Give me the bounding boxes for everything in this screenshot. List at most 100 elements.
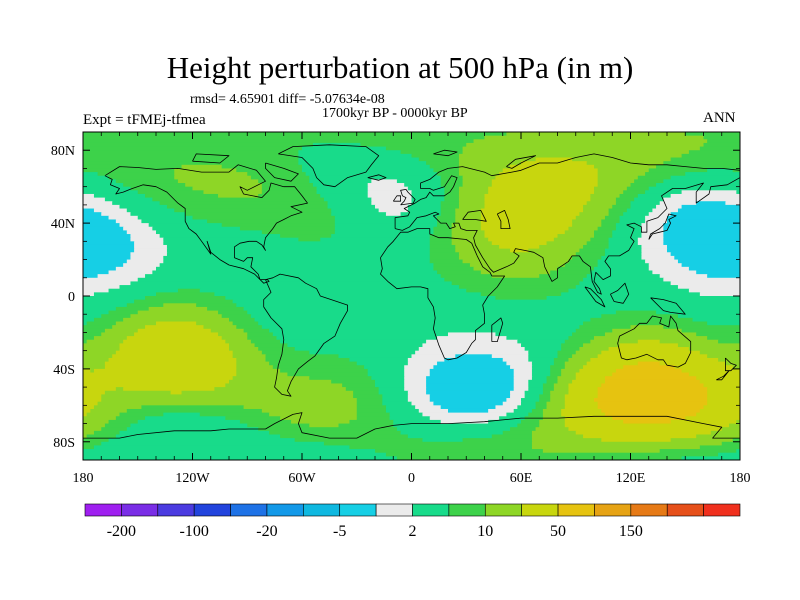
coast-japan: [648, 213, 677, 240]
field-cell: [510, 394, 526, 399]
field-cell: [349, 357, 409, 363]
field-cell: [531, 434, 584, 439]
field-cell: [510, 248, 529, 253]
field-cell: [309, 350, 416, 355]
field-cell: [83, 376, 234, 381]
field-cell: [630, 325, 664, 330]
field-cell: [269, 328, 577, 334]
field-cell: [648, 212, 672, 217]
field-cell: [250, 314, 602, 319]
field-cell: [426, 383, 515, 388]
field-cell: [437, 223, 453, 228]
field-cell: [623, 212, 650, 217]
field-cell: [163, 259, 431, 264]
field-cell: [163, 237, 299, 242]
field-cell: [528, 357, 555, 363]
field-cell: [546, 241, 588, 246]
field-cell: [123, 263, 161, 268]
field-cell: [83, 252, 132, 257]
field-cell: [382, 401, 413, 406]
field-cell: [458, 161, 522, 166]
field-cell: [93, 208, 128, 213]
field-cell: [528, 379, 548, 385]
field-cell: [156, 292, 215, 297]
field-cell: [86, 434, 117, 439]
field-cell: [440, 183, 464, 188]
field-cell: [123, 387, 215, 392]
field-cell: [550, 270, 591, 275]
field-cell: [663, 241, 740, 246]
field-cell: [524, 347, 562, 352]
field-cell: [385, 405, 416, 410]
field-cell: [83, 288, 110, 293]
field-cell: [688, 347, 740, 352]
coast-black-caspian: [462, 209, 487, 222]
field-cell: [575, 372, 613, 377]
field-cell: [568, 336, 595, 341]
field-cell: [451, 281, 580, 286]
field-cell: [455, 215, 482, 221]
field-cell: [137, 190, 205, 195]
field-cell: [236, 357, 267, 363]
field-cell: [535, 401, 548, 406]
field-cell: [137, 328, 212, 334]
field-cell: [688, 288, 740, 293]
field-cell: [86, 321, 117, 326]
field-cell: [499, 244, 540, 250]
field-cell: [83, 285, 121, 290]
field-cell: [495, 175, 599, 180]
field-cell: [327, 204, 376, 210]
field-cell: [148, 223, 223, 228]
field-cell: [345, 387, 380, 392]
field-cell: [444, 193, 460, 199]
field-cell: [83, 408, 91, 414]
y-tick-label: 80N: [51, 144, 75, 159]
field-cell: [331, 212, 387, 217]
field-cell: [236, 168, 303, 173]
field-cell: [539, 274, 588, 279]
field-cell: [553, 387, 570, 392]
field-cell: [542, 408, 562, 414]
field-cell: [528, 412, 544, 417]
field-cell: [718, 357, 740, 363]
field-cell: [677, 285, 740, 290]
field-cell: [542, 412, 562, 417]
field-cell: [254, 343, 288, 348]
field-cell: [458, 172, 500, 177]
field-cell: [83, 405, 95, 410]
field-cell: [597, 183, 632, 188]
field-cell: [594, 186, 628, 191]
field-cell: [83, 201, 113, 206]
field-cell: [104, 197, 153, 202]
field-cell: [356, 408, 387, 414]
field-cell: [597, 387, 708, 392]
field-cell: [225, 296, 497, 301]
field-cell: [564, 416, 613, 421]
field-cell: [696, 201, 726, 206]
field-cell: [130, 234, 161, 239]
field-cell: [707, 390, 740, 395]
field-cell: [232, 376, 310, 381]
field-cell: [90, 408, 128, 414]
field-cell: [707, 394, 740, 399]
field-cell: [670, 157, 740, 162]
field-cell: [550, 394, 566, 399]
field-cell: [334, 223, 438, 228]
field-cell: [641, 234, 664, 239]
field-cell: [586, 201, 617, 206]
field-cell: [334, 230, 434, 235]
field-cell: [269, 412, 358, 417]
field-cell: [444, 277, 584, 283]
field-cell: [462, 150, 690, 155]
field-cell: [247, 336, 278, 341]
field-cell: [418, 347, 526, 352]
field-cell: [696, 332, 740, 337]
field-cell: [126, 230, 157, 235]
field-cell: [83, 277, 139, 283]
field-cell: [232, 321, 259, 326]
field-cell: [309, 179, 372, 184]
field-cell: [433, 230, 453, 235]
field-cell: [491, 434, 533, 439]
field-cell: [83, 197, 106, 202]
field-cell: [604, 252, 643, 257]
